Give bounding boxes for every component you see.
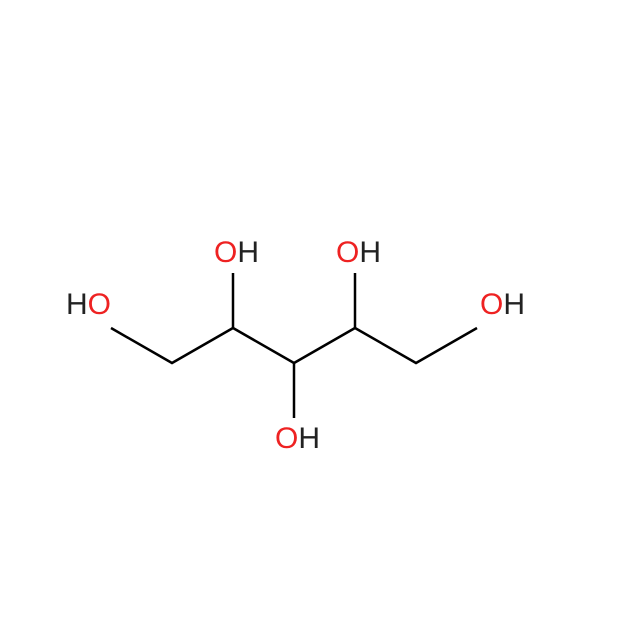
label-oh-top-2: OH — [336, 236, 381, 269]
label-oh-top-1: OH — [214, 236, 259, 269]
label-oh-bottom: OH — [275, 422, 320, 455]
backbone — [111, 328, 477, 363]
molecule-diagram: HO OH OH OH OH — [0, 0, 640, 640]
label-oh-left: HO — [66, 288, 111, 321]
label-oh-right: OH — [480, 288, 525, 321]
